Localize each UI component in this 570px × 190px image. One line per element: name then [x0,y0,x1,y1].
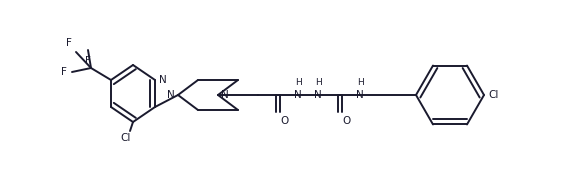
Text: H: H [295,78,302,87]
Text: H: H [357,78,364,87]
Text: N: N [221,90,229,100]
Text: O: O [280,116,288,126]
Text: N: N [167,90,175,100]
Text: Cl: Cl [121,133,131,143]
Text: F: F [85,56,91,66]
Text: N: N [294,90,302,100]
Text: N: N [314,90,322,100]
Text: F: F [66,38,72,48]
Text: F: F [61,67,67,77]
Text: O: O [342,116,350,126]
Text: N: N [159,75,167,85]
Text: N: N [356,90,364,100]
Text: Cl: Cl [488,90,498,100]
Text: H: H [315,78,321,87]
